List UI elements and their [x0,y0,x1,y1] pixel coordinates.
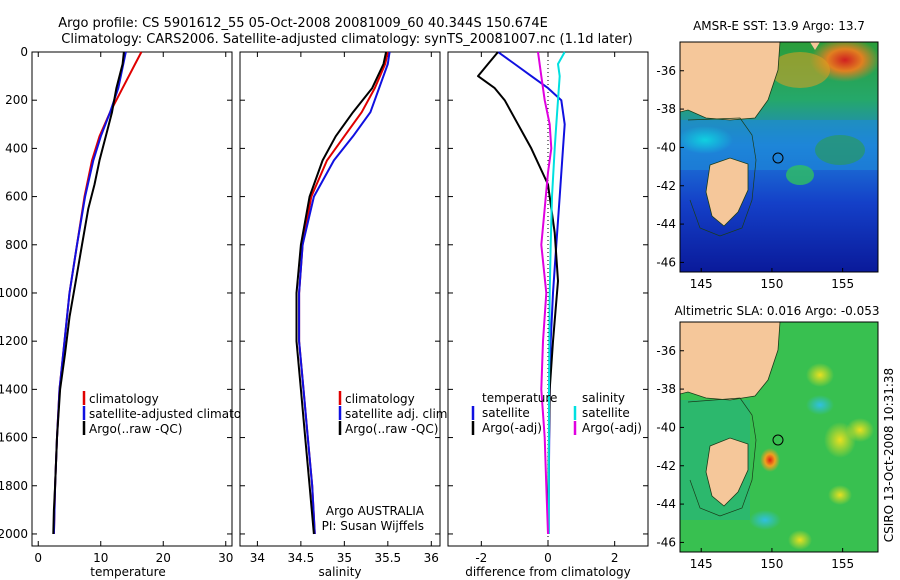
salinity-axis-label: salinity [318,565,361,579]
map-y-tick-label: -42 [656,179,676,193]
salinity-panel: 34 34.5 35 35.5 36 salinity climatology sate… [239,51,451,579]
x-tick-label: 10 [93,551,108,565]
x-tick-label: 0 [34,551,42,565]
series-line-sal_argo_diff [537,51,553,535]
sla-map-axes: 145 150 155 -36 -38 -40 -42 -44 -46 [656,344,854,571]
figure-title-line2: Climatology: CARS2006. Satellite-adjuste… [61,32,633,47]
x-tick-label: 35.5 [374,551,401,565]
series-line-argo [52,51,125,535]
salinity-series-group [295,51,391,535]
credit-line2: PI: Susan Wijffels [322,519,424,533]
figure-title-line1: Argo profile: CS 5901612_55 05-Oct-2008 … [58,16,548,31]
legend-label-argo: Argo(..raw -QC) [345,422,438,436]
sla-map-panel: Altimetric SLA: 0.016 Argo: -0.053 145 15… [656,304,879,571]
map-x-tick-label: 150 [760,277,783,291]
timestamp-side-label: CSIRO 13-Oct-2008 10:31:38 [882,368,896,542]
series-line-satellite [298,51,391,535]
sst-map-image [680,42,878,272]
legend-label-sal-argo: Argo(-adj) [582,421,642,435]
temperature-panel: 0 200 400 600 800 1000 1200 1400 1600 1800 2000 0 1… [0,45,267,579]
depth-tick-label: 1200 [0,334,28,348]
map-y-tick-label: -40 [656,140,676,154]
map-y-tick-label: -38 [656,102,676,116]
legend-label-temp-argo: Argo(-adj) [482,421,542,435]
sst-map-title: AMSR-E SST: 13.9 Argo: 13.7 [693,19,865,33]
depth-tick-label: 200 [5,93,28,107]
map-y-tick-label: -38 [656,382,676,396]
map-y-tick-label: -36 [656,344,676,358]
legend-header-temperature: temperature [482,391,557,405]
x-tick-label: 2 [611,551,619,565]
credit-line1: Argo AUSTRALIA [326,504,425,518]
depth-tick-label: 1000 [0,286,28,300]
series-line-argo [295,51,388,535]
depth-tick-label: 1600 [0,431,28,445]
depth-tick-label: 600 [5,190,28,204]
temperature-axis-label: temperature [90,565,165,579]
series-line-sal_diff [547,51,566,535]
x-tick-label: 35 [337,551,352,565]
difference-axis-label: difference from climatology [465,565,631,579]
series-line-argo [477,51,559,535]
x-tick-label: -2 [475,551,487,565]
temperature-x-axis: 0 10 20 30 [34,52,233,565]
sla-argo-position-marker [772,434,784,446]
salinity-x-axis: 34 34.5 35 35.5 36 [240,51,440,565]
legend-label-sal-satellite: satellite [582,406,630,420]
map-y-tick-label: -42 [656,459,676,473]
map-y-tick-label: -44 [656,217,676,231]
difference-x-axis: -2 0 2 [448,51,648,565]
difference-legend: temperature satellite Argo(-adj) salinit… [471,391,642,435]
map-x-tick-label: 155 [831,277,854,291]
legend-label-satellite: satellite adj. clim. [345,407,451,421]
sla-map-title: Altimetric SLA: 0.016 Argo: -0.053 [674,304,879,318]
salinity-plot-frame [239,51,441,547]
legend-header-salinity: salinity [582,391,625,405]
sst-argo-position-marker [772,152,784,164]
map-x-tick-label: 150 [760,557,783,571]
sla-map-image [680,322,878,552]
depth-tick-label: 2000 [0,527,28,541]
map-y-tick-label: -44 [656,497,676,511]
depth-tick-label: 0 [20,45,28,59]
sla-map-frame [679,321,879,553]
depth-axis: 0 200 400 600 800 1000 1200 1400 1600 1800 2000 [0,45,232,541]
map-y-tick-label: -46 [656,535,676,549]
x-tick-label: 0 [544,551,552,565]
x-tick-label: 36 [424,551,439,565]
legend-label-climatology: climatology [345,392,415,406]
x-tick-label: 34 [250,551,265,565]
sst-map-axes: 145 150 155 -36 -38 -40 -42 -44 -46 [656,64,854,291]
x-tick-label: 30 [218,551,233,565]
salinity-legend: climatology satellite adj. clim. Argo(..… [338,391,451,436]
depth-tick-label: 1400 [0,382,28,396]
map-x-tick-label: 145 [690,277,713,291]
map-y-tick-label: -40 [656,420,676,434]
legend-label-climatology: climatology [89,392,159,406]
x-tick-label: 20 [156,551,171,565]
x-tick-label: 34.5 [288,551,315,565]
sst-map-frame [679,41,879,273]
depth-tick-label: 1800 [0,479,28,493]
legend-label-satellite: satellite-adjusted climatology [89,407,267,421]
map-x-tick-label: 155 [831,557,854,571]
sst-map-panel: AMSR-E SST: 13.9 Argo: 13.7 145 150 155 -36… [656,19,879,291]
legend-label-argo: Argo(..raw -QC) [89,422,182,436]
map-y-tick-label: -46 [656,255,676,269]
depth-tick-label: 800 [5,238,28,252]
difference-series-group [477,51,566,535]
depth-tick-label: 400 [5,141,28,155]
temperature-plot-frame [31,51,233,547]
difference-panel: -2 0 2 difference from climatology tempera… [447,51,649,579]
temperature-series-group [52,51,143,535]
temperature-legend: climatology satellite-adjusted climatolo… [82,391,267,436]
legend-label-temp-satellite: satellite [482,406,530,420]
map-y-tick-label: -36 [656,64,676,78]
map-x-tick-label: 145 [690,557,713,571]
